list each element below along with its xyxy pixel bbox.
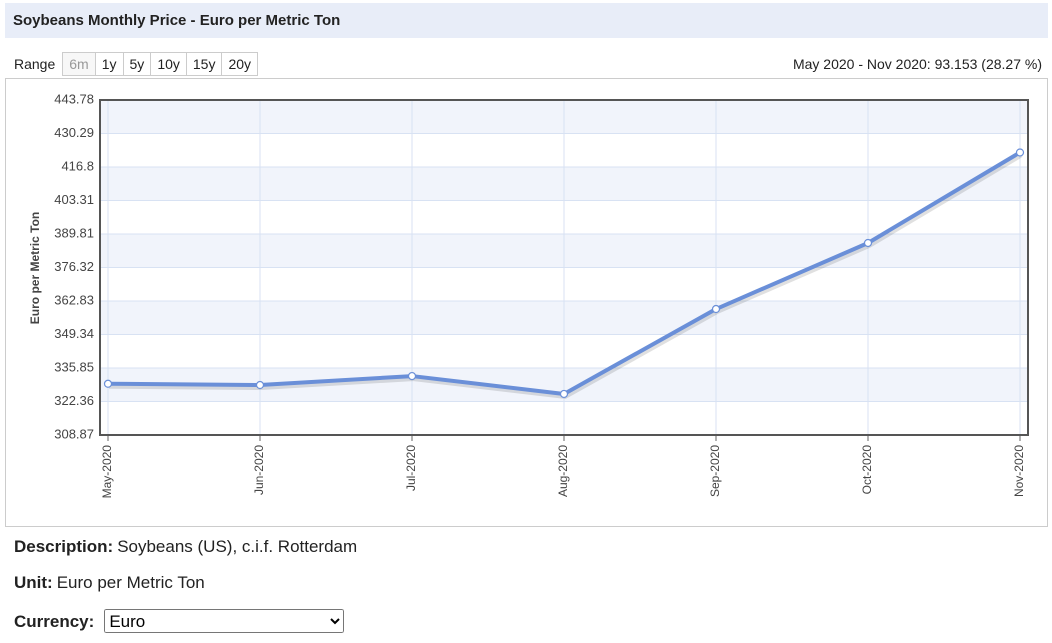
point: [255, 380, 265, 390]
unit-value: Euro per Metric Ton: [56, 573, 205, 592]
x-tick-label: Oct-2020: [860, 445, 874, 495]
range-summary: May 2020 - Nov 2020: 93.153 (28.27 %): [792, 56, 1042, 72]
y-tick-label: 443.78: [54, 91, 94, 106]
y-tick-label: 389.81: [54, 225, 94, 240]
y-tick-label: 403.31: [54, 192, 94, 207]
y-tick-label: 362.83: [54, 292, 94, 307]
plot-frame: [99, 99, 1029, 436]
currency-label: Currency:: [14, 611, 95, 631]
y-axis-label: Euro per Metric Ton: [28, 212, 42, 324]
range-selector: Range 6m 1y 5y 10y 15y 20y: [14, 52, 259, 76]
point: [1015, 148, 1025, 157]
x-tick-label: May-2020: [100, 445, 114, 499]
title-bar: Soybeans Monthly Price - Euro per Metric…: [5, 3, 1048, 38]
unit: Unit: Euro per Metric Ton: [14, 573, 205, 593]
range-button[interactable]: 1y: [94, 52, 124, 76]
x-tick-label: Aug-2020: [556, 445, 570, 497]
description: Description: Soybeans (US), c.i.f. Rotter…: [14, 537, 357, 557]
x-tick-label: Sep-2020: [708, 445, 722, 497]
y-tick-label: 416.8: [61, 158, 94, 173]
y-tick-label: 335.85: [54, 359, 94, 374]
range-label: Range: [14, 56, 56, 72]
range-button[interactable]: 20y: [221, 52, 259, 76]
x-tick-label: Jul-2020: [404, 445, 418, 491]
description-label: Description:: [14, 537, 114, 556]
point: [711, 304, 721, 314]
y-tick-label: 308.87: [54, 426, 94, 441]
point: [103, 379, 113, 388]
currency: Currency: Euro: [14, 609, 345, 633]
range-button[interactable]: 10y: [150, 52, 187, 76]
y-tick-label: 322.36: [54, 393, 94, 408]
range-button[interactable]: 15y: [185, 52, 223, 76]
x-tick-label: Jun-2020: [252, 445, 266, 495]
title: Soybeans Monthly Price - Euro per Metric…: [13, 12, 341, 29]
y-tick-label: 349.34: [54, 326, 94, 341]
point: [863, 238, 873, 248]
currency-select[interactable]: Euro: [104, 609, 345, 633]
y-tick-label: 430.29: [54, 125, 94, 140]
description-value: Soybeans (US), c.i.f. Rotterdam: [117, 537, 358, 556]
y-tick-label: 376.32: [54, 259, 94, 274]
chart-box: [5, 78, 1048, 527]
point: [407, 371, 417, 381]
x-tick-label: Nov-2020: [1012, 445, 1026, 497]
chart: Euro per Metric Ton 308.87 322.36 335.85 34…: [28, 91, 1029, 499]
unit-label: Unit:: [14, 573, 53, 592]
point: [559, 389, 569, 399]
